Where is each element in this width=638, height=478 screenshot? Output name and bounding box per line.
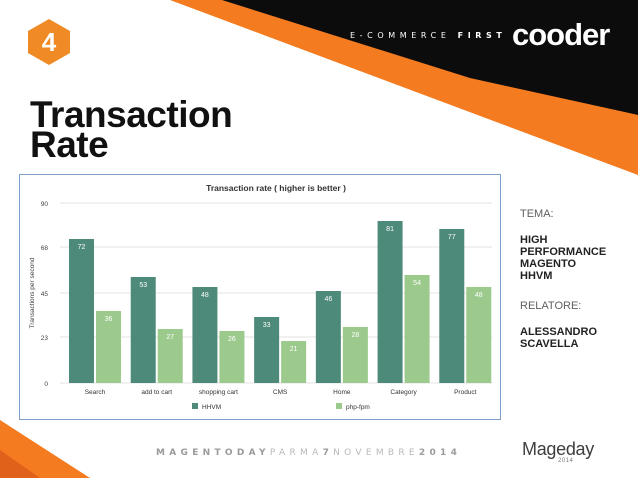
tagline: E-COMMERCE FIRST bbox=[350, 31, 506, 40]
bar-hhvm bbox=[254, 317, 280, 383]
info-sidebar: TEMA: HIGH PERFORMANCE MAGENTO HHVM RELA… bbox=[520, 208, 632, 350]
theme-label: TEMA: bbox=[520, 208, 554, 220]
chart-panel: Transaction rate ( higher is better ) 0 23… bbox=[19, 174, 501, 420]
legend-label: php-fpm bbox=[346, 404, 370, 411]
brand-logo: cooder bbox=[512, 17, 610, 52]
bar-value-label: 28 bbox=[351, 332, 359, 339]
tagline-light: E-COMMERCE bbox=[350, 31, 451, 40]
number-badge-hexagon bbox=[28, 19, 70, 65]
y-tick-label: 68 bbox=[41, 245, 49, 252]
x-tick-label: add to cart bbox=[141, 389, 172, 396]
tagline-bold: FIRST bbox=[457, 31, 507, 40]
slide-title: Transaction Rate bbox=[30, 94, 270, 165]
bar-value-label: 54 bbox=[413, 280, 421, 287]
bar-hhvm bbox=[377, 221, 403, 383]
y-axis-label: Transactions per second bbox=[29, 257, 36, 328]
bar-value-label: 26 bbox=[228, 336, 236, 343]
bar-hhvm bbox=[192, 287, 218, 383]
bar-hhvm bbox=[315, 291, 341, 383]
footer-year: 2014 bbox=[418, 448, 462, 458]
x-tick-label: Product bbox=[454, 389, 477, 396]
y-tick-label: 45 bbox=[41, 291, 49, 298]
chart-title: Transaction rate ( higher is better ) bbox=[206, 183, 346, 193]
footer-day: 7 bbox=[322, 448, 334, 458]
bar-phpfpm bbox=[96, 311, 121, 383]
bar-value-label: 72 bbox=[78, 244, 86, 251]
bar-phpfpm bbox=[466, 287, 492, 383]
footer-month: NOVEMBRE bbox=[333, 448, 419, 458]
x-tick-label: CMS bbox=[273, 389, 288, 396]
orange-bottom-left bbox=[0, 420, 90, 478]
bar-value-label: 36 bbox=[105, 316, 113, 323]
x-tick-label: Search bbox=[85, 389, 106, 396]
y-tick-label: 0 bbox=[44, 381, 48, 388]
y-tick-label: 90 bbox=[41, 201, 49, 208]
orange-bottom-left-dark bbox=[0, 450, 40, 478]
bar-value-label: 21 bbox=[290, 346, 298, 353]
bar-hhvm bbox=[439, 229, 465, 383]
bar-value-label: 81 bbox=[386, 226, 394, 233]
y-tick-label: 23 bbox=[41, 335, 49, 342]
bar-value-label: 77 bbox=[448, 234, 456, 241]
x-tick-label: Home bbox=[333, 389, 351, 396]
event-logo-year: 2014 bbox=[558, 458, 574, 464]
footer-event-line: MAGENTODAYPARMA7NOVEMBRE2014 bbox=[156, 448, 461, 458]
bar-hhvm bbox=[130, 277, 156, 383]
bar-phpfpm bbox=[342, 327, 368, 383]
bar-value-label: 48 bbox=[201, 292, 209, 299]
bar-phpfpm bbox=[157, 329, 183, 383]
bar-value-label: 48 bbox=[475, 292, 483, 299]
x-tick-label: shopping cart bbox=[199, 389, 238, 396]
bar-value-label: 27 bbox=[166, 334, 174, 341]
bar-chart: Transaction rate ( higher is better ) 0 23… bbox=[29, 183, 492, 411]
slide-number-badge: 4 bbox=[41, 26, 57, 57]
legend-swatch-hhvm bbox=[192, 403, 198, 409]
bar-hhvm bbox=[69, 239, 94, 383]
bar-value-label: 33 bbox=[263, 322, 271, 329]
event-logo: Mageday bbox=[522, 439, 594, 459]
bar-phpfpm bbox=[281, 341, 307, 383]
slide-title-line: Rate bbox=[30, 124, 109, 165]
footer-city: PARMA bbox=[269, 448, 323, 458]
footer-event: MAGENTODAY bbox=[156, 448, 270, 458]
legend-label: HHVM bbox=[202, 404, 221, 411]
legend-swatch-phpfpm bbox=[336, 403, 342, 409]
black-top-band bbox=[222, 0, 638, 115]
speaker-label: RELATORE: bbox=[520, 300, 582, 312]
speaker-value: ALESSANDRO SCAVELLA bbox=[520, 326, 598, 350]
theme-value: HIGH PERFORMANCE MAGENTO HHVM bbox=[520, 234, 607, 282]
bar-phpfpm bbox=[404, 275, 430, 383]
bar-value-label: 53 bbox=[139, 282, 147, 289]
bar-value-label: 46 bbox=[324, 296, 332, 303]
bar-phpfpm bbox=[219, 331, 245, 383]
slide-title-line: Transaction bbox=[30, 94, 233, 135]
x-tick-label: Category bbox=[390, 389, 417, 396]
